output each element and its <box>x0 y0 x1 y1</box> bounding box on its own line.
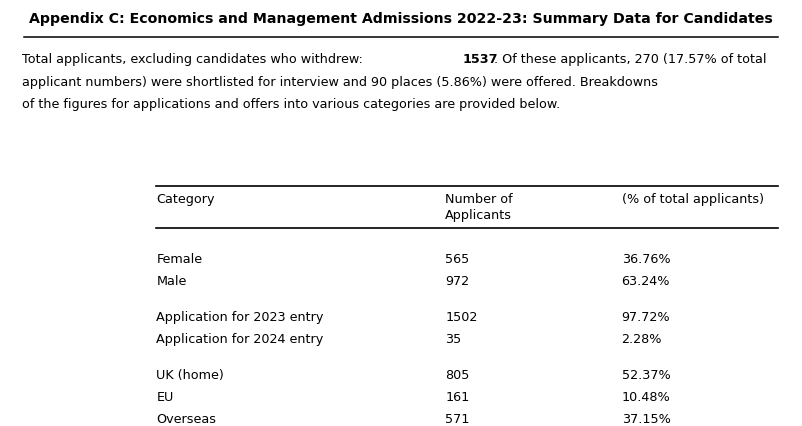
Text: 805: 805 <box>445 369 469 382</box>
Text: Application for 2023 entry: Application for 2023 entry <box>156 311 324 324</box>
Text: UK (home): UK (home) <box>156 369 224 382</box>
Text: 2.28%: 2.28% <box>622 333 662 346</box>
Text: 36.76%: 36.76% <box>622 253 670 266</box>
Text: 37.15%: 37.15% <box>622 413 670 426</box>
Text: . Of these applicants, 270 (17.57% of total: . Of these applicants, 270 (17.57% of to… <box>494 53 767 66</box>
Text: 52.37%: 52.37% <box>622 369 670 382</box>
Text: 35: 35 <box>445 333 461 346</box>
Text: 97.72%: 97.72% <box>622 311 670 324</box>
Text: 10.48%: 10.48% <box>622 391 670 404</box>
Text: Application for 2024 entry: Application for 2024 entry <box>156 333 324 346</box>
Text: Female: Female <box>156 253 203 266</box>
Text: Total applicants, excluding candidates who withdrew:: Total applicants, excluding candidates w… <box>22 53 367 66</box>
Text: Overseas: Overseas <box>156 413 217 426</box>
Text: applicant numbers) were shortlisted for interview and 90 places (5.86%) were off: applicant numbers) were shortlisted for … <box>22 76 658 89</box>
Text: (% of total applicants): (% of total applicants) <box>622 193 764 206</box>
Text: 1502: 1502 <box>445 311 477 324</box>
Text: Category: Category <box>156 193 215 206</box>
Text: Number of
Applicants: Number of Applicants <box>445 193 512 222</box>
Text: 571: 571 <box>445 413 469 426</box>
Text: Appendix C: Economics and Management Admissions 2022-23: Summary Data for Candid: Appendix C: Economics and Management Adm… <box>29 12 773 26</box>
Text: 1537: 1537 <box>463 53 498 66</box>
Text: 565: 565 <box>445 253 469 266</box>
Text: EU: EU <box>156 391 174 404</box>
Text: of the figures for applications and offers into various categories are provided : of the figures for applications and offe… <box>22 98 561 112</box>
Text: 972: 972 <box>445 276 469 288</box>
Text: 63.24%: 63.24% <box>622 276 670 288</box>
Text: Male: Male <box>156 276 187 288</box>
Text: 161: 161 <box>445 391 469 404</box>
